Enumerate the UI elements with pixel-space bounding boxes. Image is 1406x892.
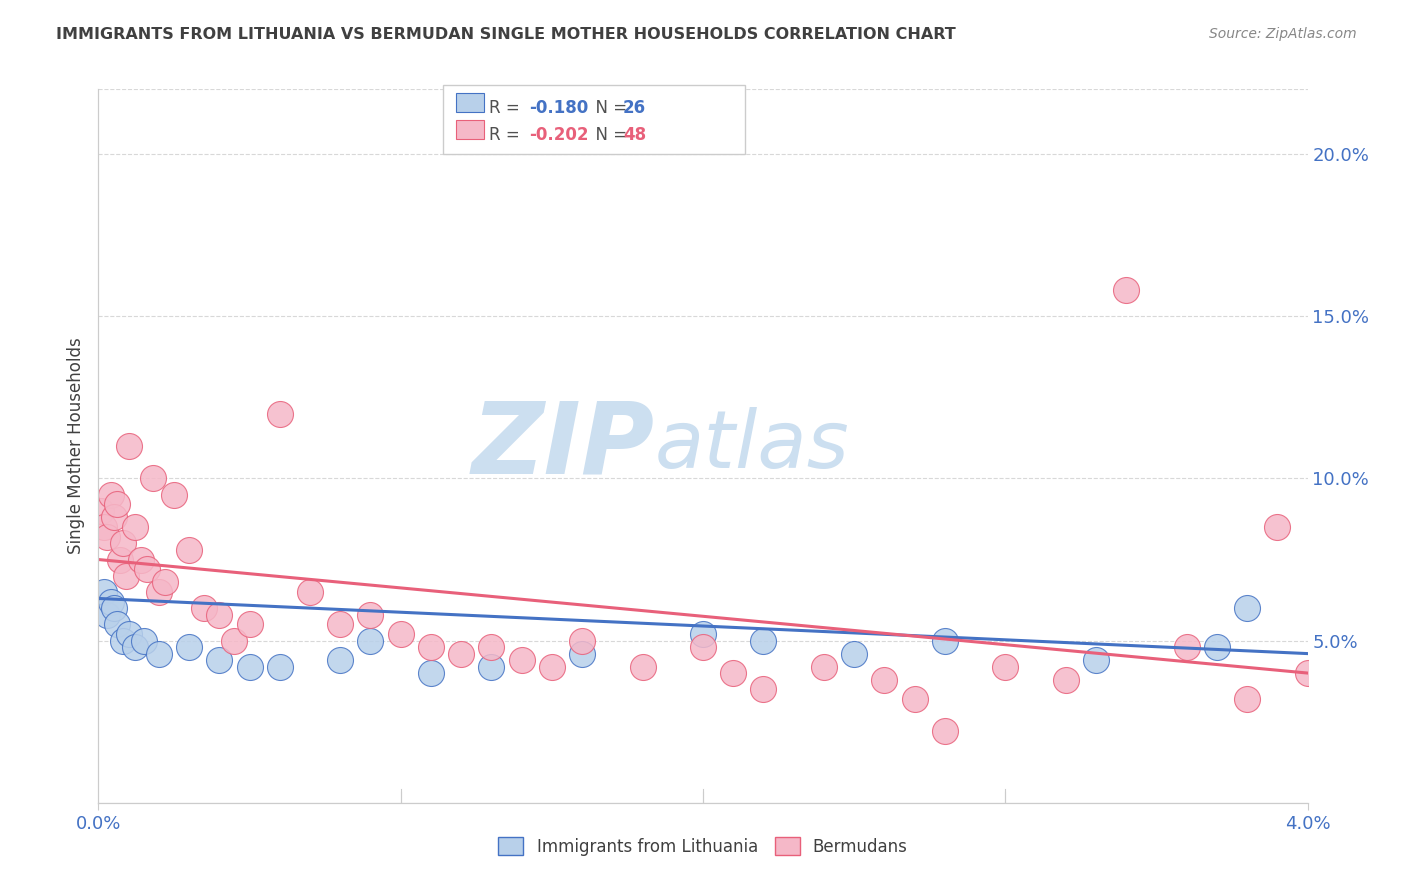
Point bbox=[239, 617, 262, 632]
Text: -0.180: -0.180 bbox=[529, 99, 588, 117]
Point bbox=[114, 568, 136, 582]
Text: R =: R = bbox=[489, 126, 526, 144]
Point bbox=[224, 633, 246, 648]
Point bbox=[239, 659, 262, 673]
Point bbox=[105, 497, 128, 511]
Point bbox=[360, 607, 382, 622]
Point bbox=[103, 510, 125, 524]
Text: N =: N = bbox=[585, 126, 633, 144]
Point bbox=[752, 682, 775, 697]
Text: ZIP: ZIP bbox=[471, 398, 655, 494]
Point bbox=[389, 627, 412, 641]
Point bbox=[481, 640, 503, 654]
Point bbox=[208, 653, 231, 667]
Text: R =: R = bbox=[489, 99, 526, 117]
Point bbox=[153, 575, 176, 590]
Text: -0.202: -0.202 bbox=[529, 126, 588, 144]
Point bbox=[540, 659, 562, 673]
Point bbox=[723, 666, 745, 681]
Point bbox=[129, 552, 152, 566]
Point bbox=[142, 471, 165, 485]
Point bbox=[108, 552, 131, 566]
Point bbox=[1267, 520, 1289, 534]
Point bbox=[148, 585, 170, 599]
Point bbox=[813, 659, 835, 673]
Point bbox=[1085, 653, 1108, 667]
Point bbox=[934, 633, 956, 648]
Point bbox=[118, 627, 141, 641]
Text: Source: ZipAtlas.com: Source: ZipAtlas.com bbox=[1209, 27, 1357, 41]
Point bbox=[844, 647, 866, 661]
Point bbox=[510, 653, 533, 667]
Point bbox=[148, 647, 170, 661]
Point bbox=[571, 633, 593, 648]
Point bbox=[124, 520, 146, 534]
Text: IMMIGRANTS FROM LITHUANIA VS BERMUDAN SINGLE MOTHER HOUSEHOLDS CORRELATION CHART: IMMIGRANTS FROM LITHUANIA VS BERMUDAN SI… bbox=[56, 27, 956, 42]
Point bbox=[904, 692, 927, 706]
Point bbox=[360, 633, 382, 648]
Point bbox=[420, 666, 443, 681]
Point bbox=[93, 585, 115, 599]
Point bbox=[111, 633, 134, 648]
Point bbox=[1236, 601, 1258, 615]
Point bbox=[934, 724, 956, 739]
Point bbox=[1115, 283, 1137, 297]
Text: 48: 48 bbox=[623, 126, 645, 144]
Point bbox=[100, 488, 122, 502]
Point bbox=[105, 617, 128, 632]
Point bbox=[269, 407, 291, 421]
Point bbox=[135, 562, 157, 576]
Point bbox=[692, 627, 714, 641]
Point bbox=[329, 617, 352, 632]
Point bbox=[103, 601, 125, 615]
Point bbox=[299, 585, 322, 599]
Point bbox=[1054, 673, 1077, 687]
Legend: Immigrants from Lithuania, Bermudans: Immigrants from Lithuania, Bermudans bbox=[492, 830, 914, 863]
Point bbox=[1296, 666, 1319, 681]
Point bbox=[631, 659, 654, 673]
Text: N =: N = bbox=[585, 99, 633, 117]
Point bbox=[124, 640, 146, 654]
Point bbox=[873, 673, 896, 687]
Point bbox=[193, 601, 215, 615]
Point bbox=[450, 647, 472, 661]
Point bbox=[132, 633, 155, 648]
Point bbox=[96, 530, 118, 544]
Point bbox=[481, 659, 503, 673]
Point bbox=[90, 504, 112, 518]
Y-axis label: Single Mother Households: Single Mother Households bbox=[66, 338, 84, 554]
Point bbox=[163, 488, 186, 502]
Text: 26: 26 bbox=[623, 99, 645, 117]
Point bbox=[329, 653, 352, 667]
Point bbox=[111, 536, 134, 550]
Point bbox=[571, 647, 593, 661]
Point bbox=[96, 607, 118, 622]
Point bbox=[93, 520, 115, 534]
Point bbox=[692, 640, 714, 654]
Point bbox=[420, 640, 443, 654]
Point bbox=[1206, 640, 1229, 654]
Point bbox=[179, 542, 201, 557]
Point bbox=[179, 640, 201, 654]
Point bbox=[994, 659, 1017, 673]
Point bbox=[1175, 640, 1198, 654]
Point bbox=[752, 633, 775, 648]
Point bbox=[269, 659, 291, 673]
Point bbox=[1236, 692, 1258, 706]
Point bbox=[118, 439, 141, 453]
Text: atlas: atlas bbox=[655, 407, 849, 485]
Point bbox=[208, 607, 231, 622]
Point bbox=[100, 595, 122, 609]
